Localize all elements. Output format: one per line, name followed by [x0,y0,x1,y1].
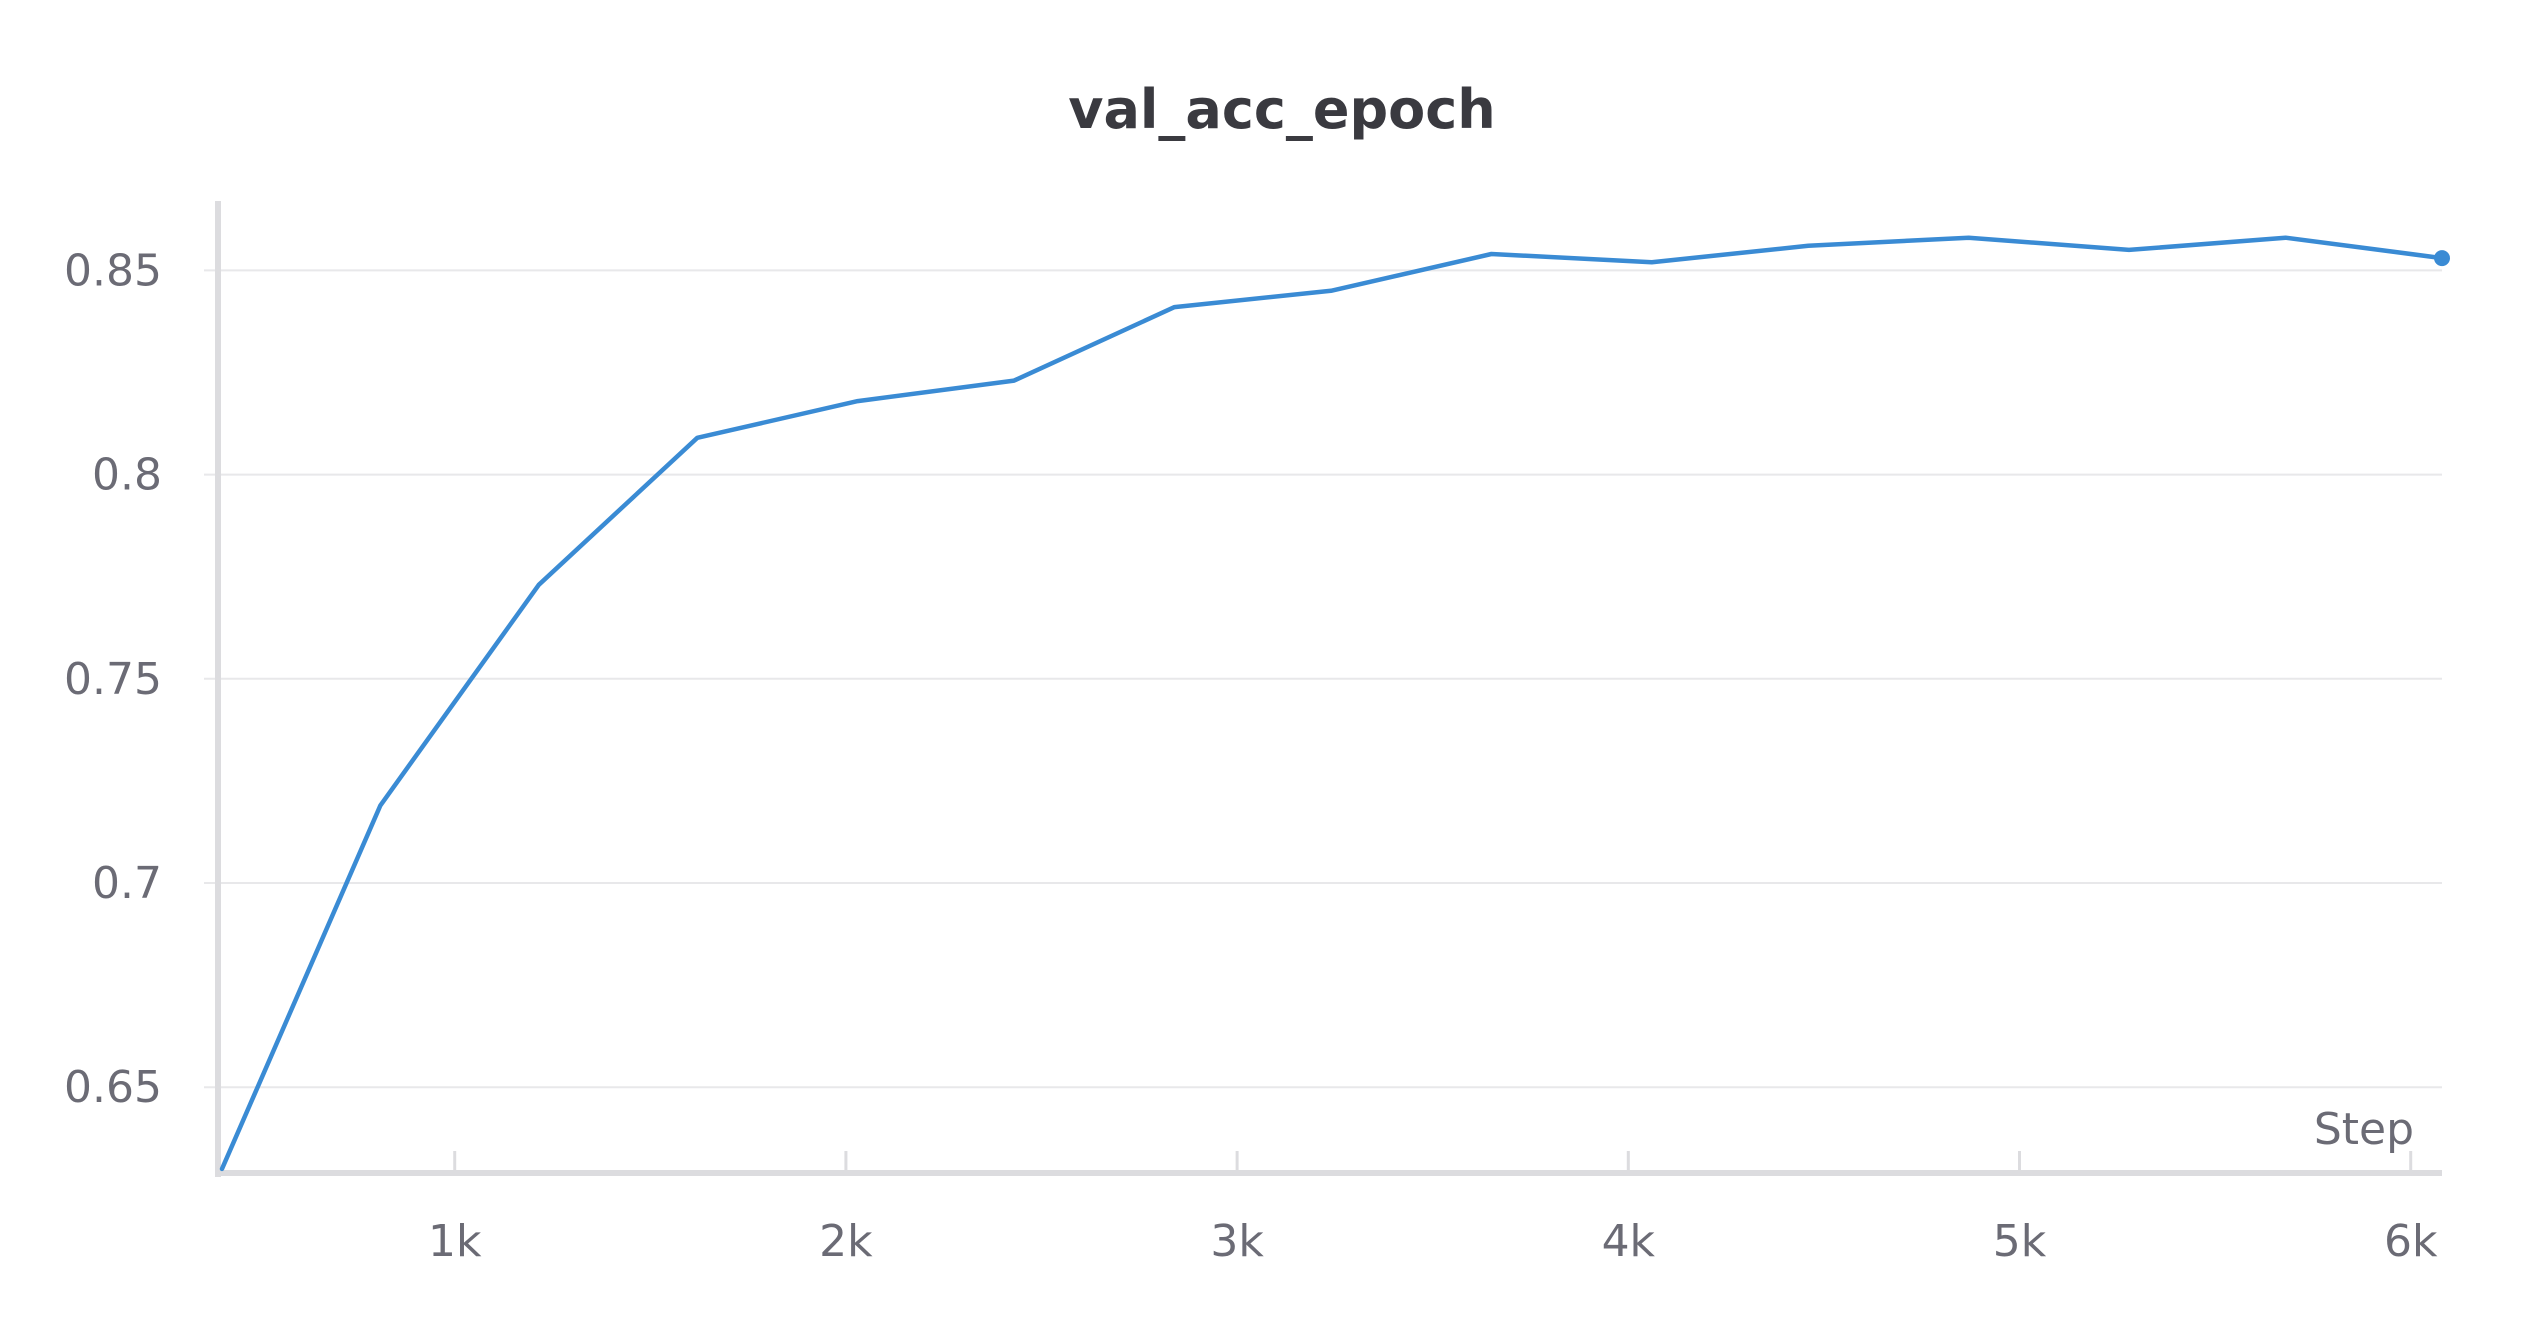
series-group [219,235,2450,1172]
x-tick-label: 4k [1602,1216,1656,1267]
axes: 0.65 0.7 0.75 0.8 0.85 1k 2k 3k 4k 5k 6k [64,201,2442,1267]
series-line [219,235,2445,1172]
y-tick-label: 0.75 [64,654,162,705]
gridlines [204,269,2442,1089]
y-tick-label: 0.85 [64,245,162,296]
x-tick-label: 3k [1210,1216,1264,1267]
series-end-point [2434,250,2450,267]
x-tick-label: 5k [1993,1216,2047,1267]
y-tick-label: 0.8 [92,450,162,501]
y-tick-label: 0.65 [64,1062,162,1113]
x-tick-label: 2k [819,1216,873,1267]
x-tick-label: 6k [2384,1216,2438,1267]
x-tick-label: 1k [428,1216,482,1267]
chart-title: val_acc_epoch [1068,78,1495,141]
x-axis-title: Step [2314,1104,2414,1155]
y-tick-label: 0.7 [92,858,162,909]
